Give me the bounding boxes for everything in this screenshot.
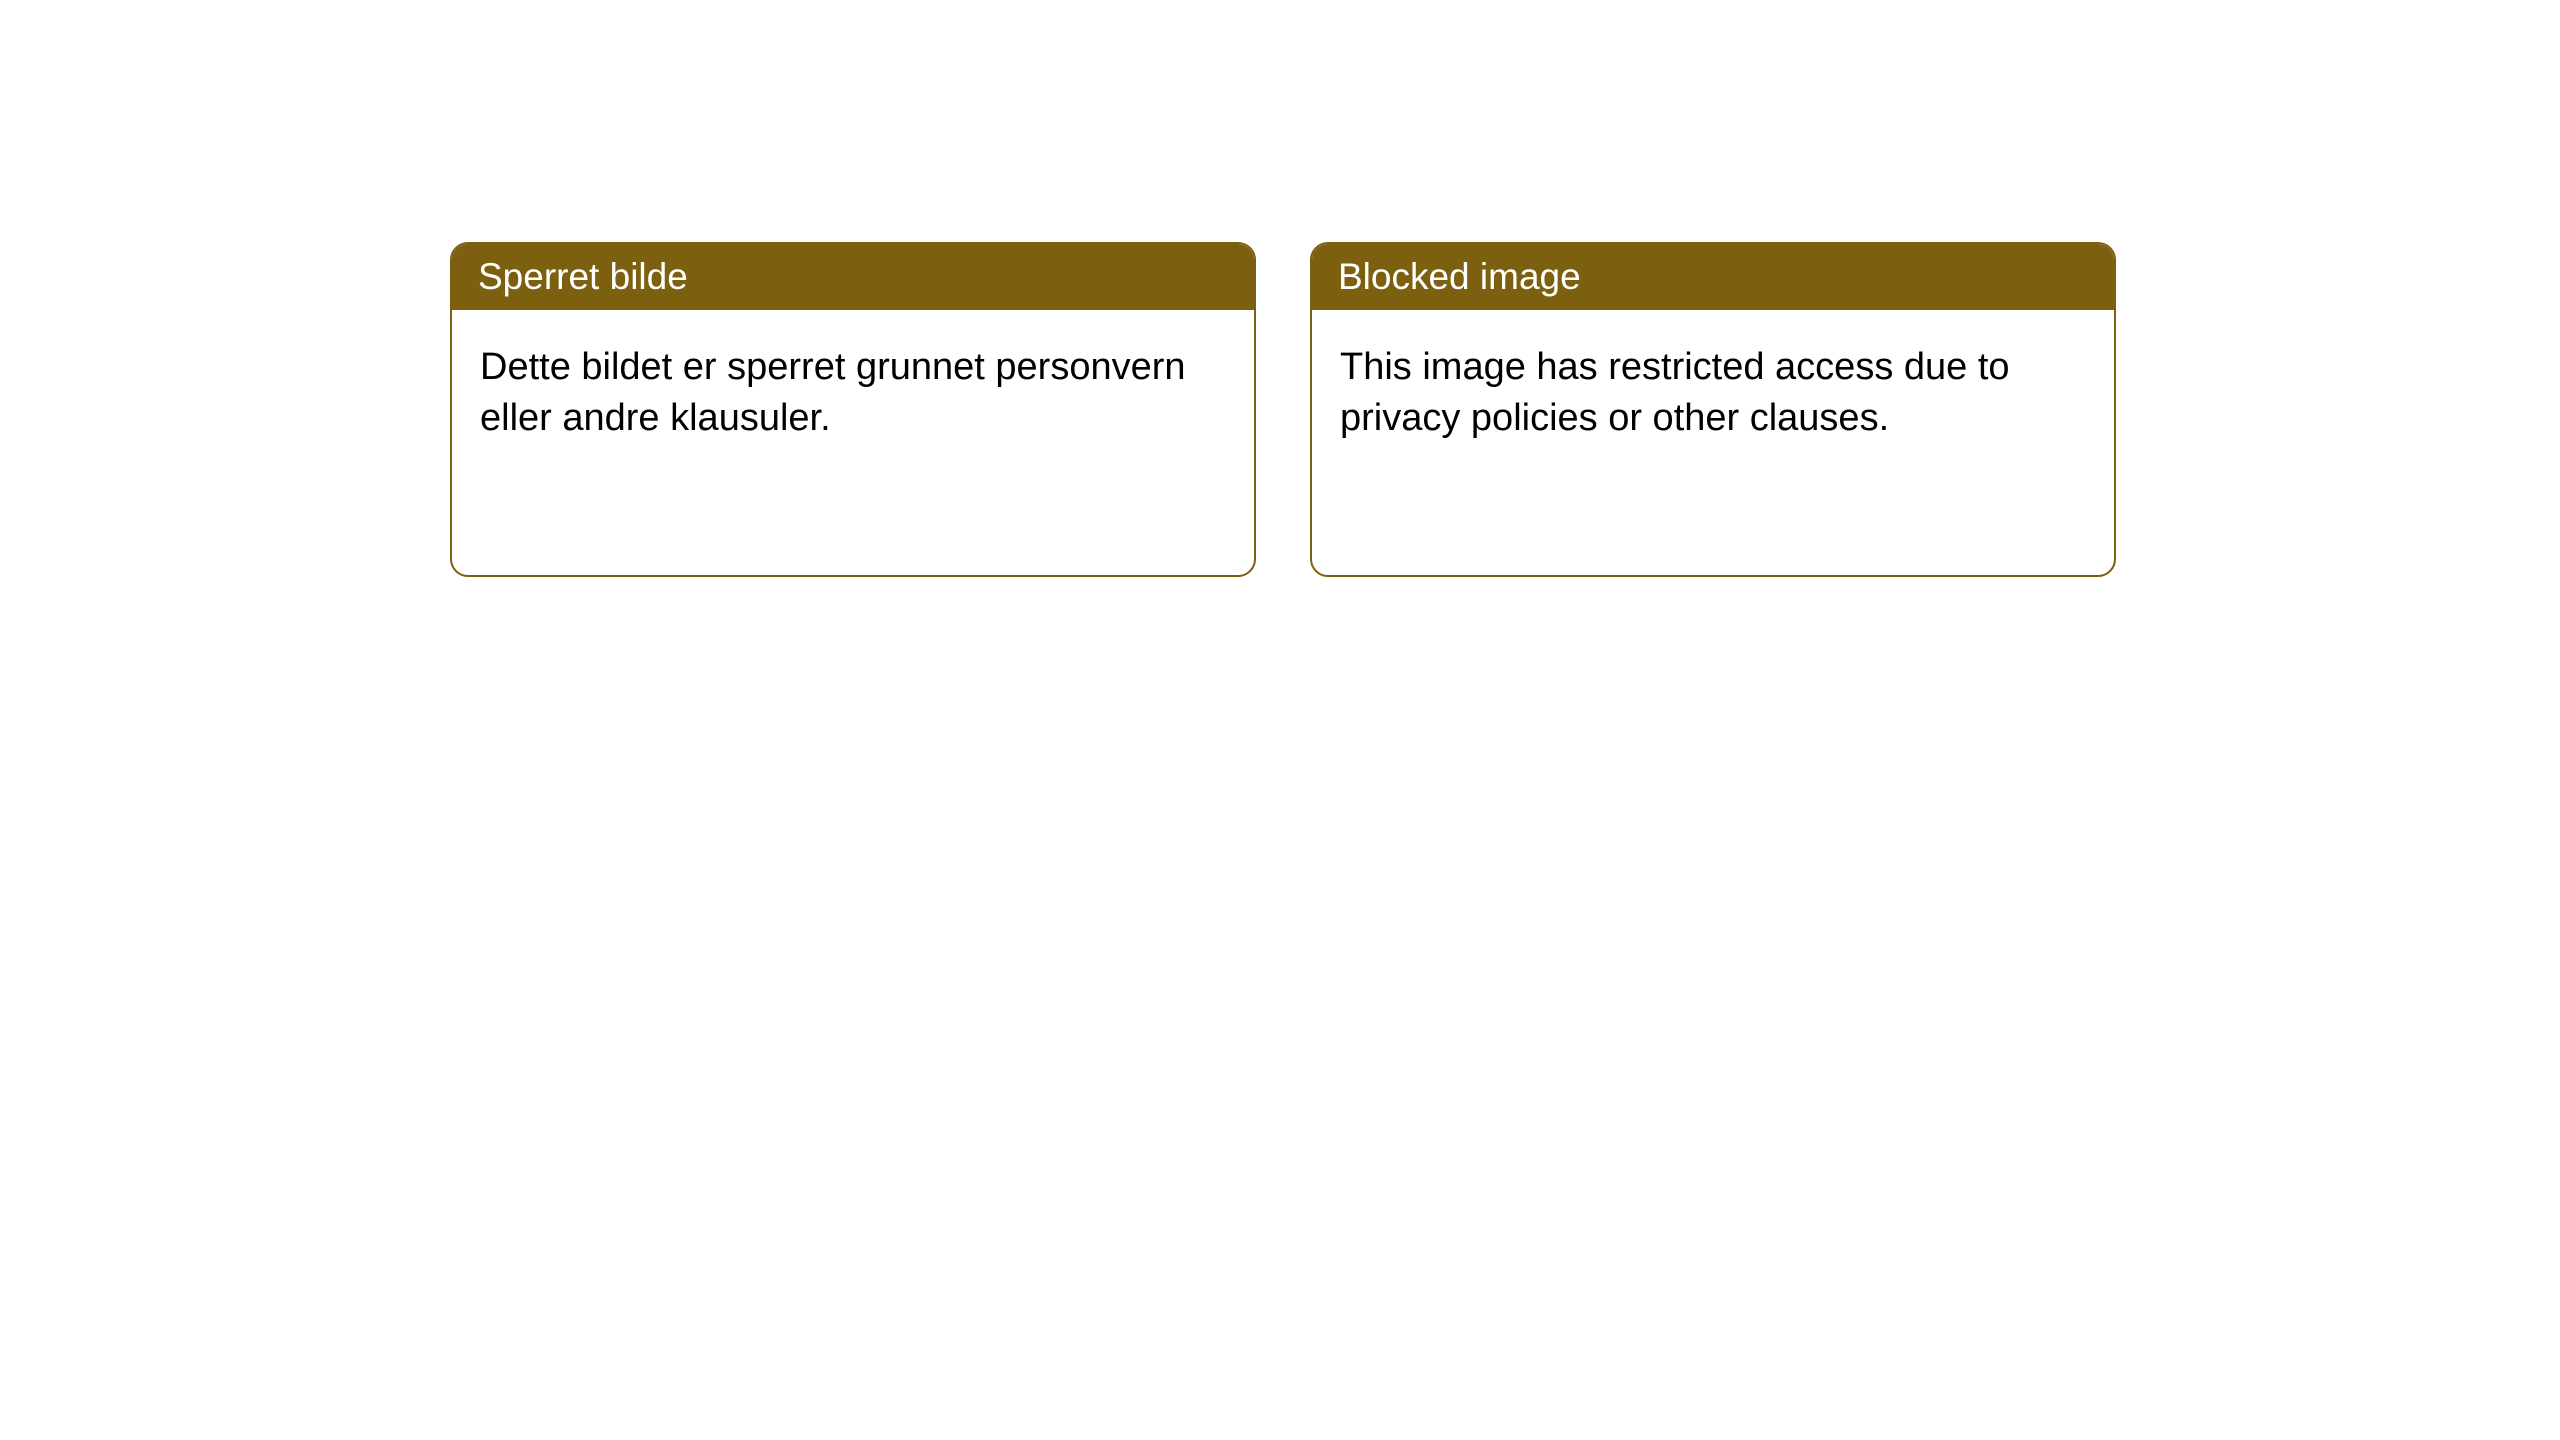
card-title-no: Sperret bilde [478, 256, 688, 297]
card-body-no: Dette bildet er sperret grunnet personve… [452, 310, 1254, 477]
card-body-en: This image has restricted access due to … [1312, 310, 2114, 477]
card-header-no: Sperret bilde [452, 244, 1254, 310]
card-body-text-en: This image has restricted access due to … [1340, 346, 2010, 439]
card-body-text-no: Dette bildet er sperret grunnet personve… [480, 346, 1186, 439]
blocked-image-card-no: Sperret bilde Dette bildet er sperret gr… [450, 242, 1256, 577]
card-title-en: Blocked image [1338, 256, 1581, 297]
card-header-en: Blocked image [1312, 244, 2114, 310]
blocked-image-card-en: Blocked image This image has restricted … [1310, 242, 2116, 577]
cards-container: Sperret bilde Dette bildet er sperret gr… [0, 0, 2560, 577]
